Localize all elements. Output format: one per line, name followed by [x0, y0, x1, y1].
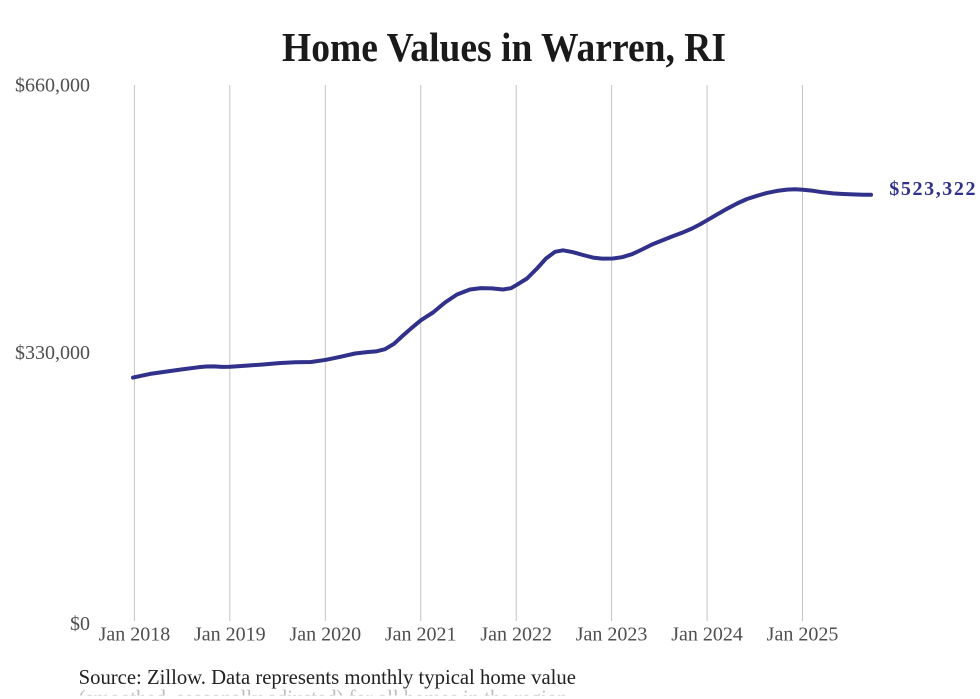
svg-text:Jan 2019: Jan 2019 — [194, 624, 266, 646]
svg-text:Jan 2021: Jan 2021 — [385, 624, 457, 646]
svg-text:$523,322: $523,322 — [889, 178, 977, 200]
svg-text:Jan 2024: Jan 2024 — [671, 624, 743, 646]
svg-text:Home Values in Warren, RI: Home Values in Warren, RI — [282, 24, 726, 70]
svg-text:$0: $0 — [70, 613, 90, 635]
svg-text:Jan 2018: Jan 2018 — [99, 624, 171, 646]
svg-text:(smoothed, seasonally adjusted: (smoothed, seasonally adjusted) for all … — [79, 688, 569, 699]
svg-text:Jan 2023: Jan 2023 — [576, 624, 648, 646]
svg-text:Jan 2022: Jan 2022 — [480, 624, 552, 646]
svg-text:$330,000: $330,000 — [15, 342, 90, 364]
svg-text:$660,000: $660,000 — [15, 74, 90, 96]
svg-text:Source: Zillow. Data represent: Source: Zillow. Data represents monthly … — [79, 667, 576, 689]
svg-text:Jan 2025: Jan 2025 — [767, 624, 839, 646]
svg-text:Jan 2020: Jan 2020 — [289, 624, 361, 646]
